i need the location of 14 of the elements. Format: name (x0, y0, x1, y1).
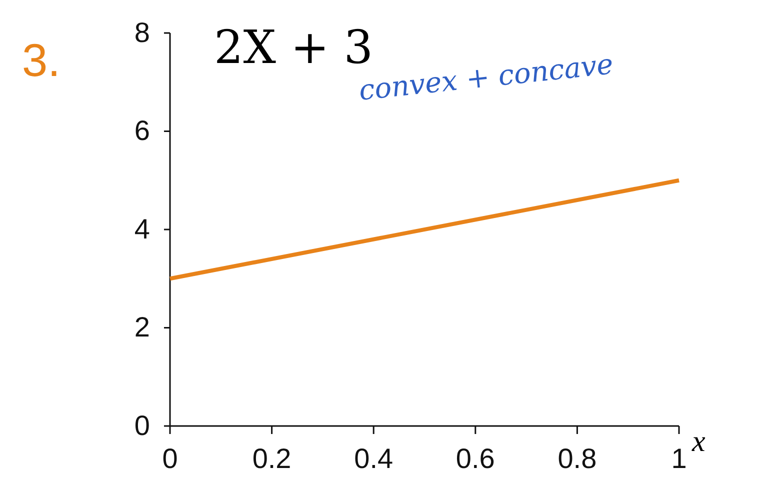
y-tick-label: 4 (134, 213, 150, 244)
y-tick-label: 6 (134, 115, 150, 146)
text: 3. (22, 34, 60, 86)
y-tick-label: 8 (134, 16, 150, 48)
x-axis-title: x (691, 425, 706, 458)
chart-title: 2X + 3 (214, 20, 374, 74)
x-tick-label: 0.8 (558, 442, 597, 474)
x-tick-label: 1 (671, 442, 687, 474)
x-tick-label: 0.4 (354, 442, 394, 474)
x-tick-label: 0.6 (456, 442, 495, 474)
y-tick-label: 0 (134, 410, 150, 441)
x-tick-label: 0 (162, 442, 178, 474)
x-tick-label: 0.2 (252, 442, 292, 474)
y-tick-label: 2 (134, 312, 150, 343)
